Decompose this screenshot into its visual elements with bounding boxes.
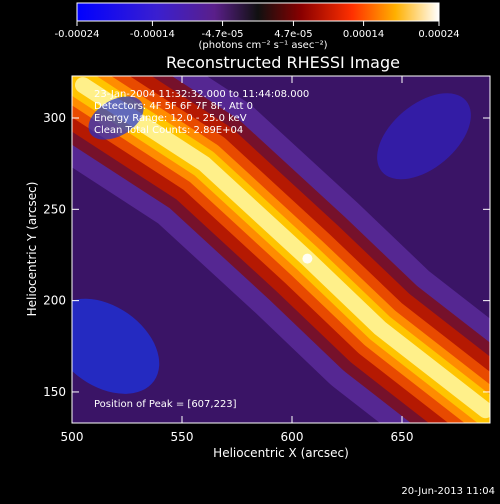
annotation-detectors: Detectors: 4F 5F 6F 7F 8F, Att 0: [94, 101, 253, 112]
y-axis-ticks: 150 200 250 300: [43, 111, 490, 399]
annotation-method-counts: Clean Total Counts: 2.89E+04: [94, 125, 243, 136]
x-axis-ticks: 500 550 600 650: [61, 76, 414, 444]
x-axis-label: Heliocentric X (arcsec): [213, 446, 349, 460]
y-tick-label: 250: [43, 202, 66, 216]
colorbar: -0.00024 -0.00014 -4.7e-05 4.7e-05 0.00014 0.…: [55, 2, 460, 51]
x-tick-label: 600: [281, 430, 304, 444]
colorbar-tick-label: -0.00014: [130, 29, 175, 40]
y-tick-label: 300: [43, 111, 66, 125]
annotation-time-range: 23-Jan-2004 11:32:32.000 to 11:44:08.000: [94, 89, 309, 100]
colorbar-tick-label: -0.00024: [55, 29, 100, 40]
annotation-energy-range: Energy Range: 12.0 - 25.0 keV: [94, 113, 247, 124]
x-tick-label: 650: [391, 430, 414, 444]
x-tick-label: 500: [61, 430, 84, 444]
annotations: 23-Jan-2004 11:32:32.000 to 11:44:08.000…: [94, 89, 309, 410]
y-tick-label: 200: [43, 294, 66, 308]
colorbar-tick-label: 4.7e-05: [274, 29, 312, 40]
peak-marker: [302, 253, 313, 264]
footer-timestamp: 20-Jun-2013 11:04: [401, 486, 495, 497]
y-axis-label: Heliocentric Y (arcsec): [25, 182, 39, 317]
annotation-peak-position: Position of Peak = [607,223]: [94, 399, 237, 410]
negative-region-upper-left: [88, 96, 144, 140]
colorbar-ticks: -0.00024 -0.00014 -4.7e-05 4.7e-05 0.00014 0.…: [55, 21, 460, 40]
colorbar-gradient: [76, 2, 440, 22]
y-tick-label: 150: [43, 385, 66, 399]
colorbar-tick-label: -4.7e-05: [202, 29, 244, 40]
negative-region-upper-right: [377, 93, 471, 180]
colorbar-tick-label: 0.00014: [343, 29, 384, 40]
x-tick-label: 550: [171, 430, 194, 444]
plot-frame: [71, 75, 491, 424]
colorbar-unit-label: (photons cm⁻² s⁻¹ asec⁻²): [198, 40, 327, 51]
chart-title: Reconstructed RHESSI Image: [166, 53, 400, 72]
negative-region-lower-left: [72, 298, 160, 394]
colorbar-tick-label: 0.00024: [418, 29, 459, 40]
heatmap-image: [72, 76, 490, 423]
